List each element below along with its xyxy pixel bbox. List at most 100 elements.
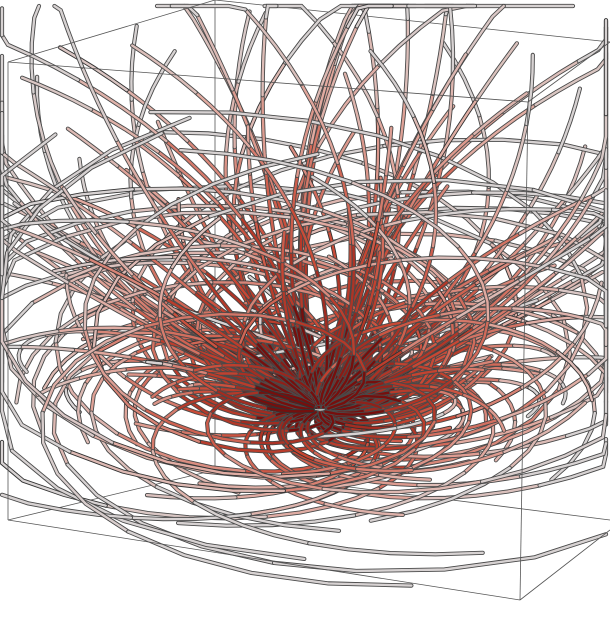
streamline [435,389,457,401]
streamline [515,235,559,260]
streamline [503,401,587,453]
streamline [156,209,206,279]
streamline [67,244,221,280]
streamline [452,318,490,381]
streamline [327,368,366,410]
streamline [149,110,442,158]
streamline [411,369,441,377]
streamline [502,367,541,376]
streamline [281,260,285,292]
streamline [401,316,459,352]
streamline [0,201,12,228]
streamline [327,391,358,407]
streamline [321,410,335,435]
streamline [365,215,401,262]
streamline [247,145,292,208]
bounding-box-front [7,0,610,601]
streamline [329,129,356,176]
streamline [525,53,534,126]
streamline [505,122,528,192]
streamline [343,72,362,131]
streamline [549,267,608,328]
streamline [127,530,413,587]
streamline [132,327,209,343]
streamline [0,151,67,198]
streamline [456,386,524,418]
streamline [196,291,221,310]
streamline [158,315,179,361]
streamline [181,351,210,366]
streamline-outline [0,439,108,508]
streamline [368,277,378,306]
streamline [190,390,219,394]
streamline [302,117,323,214]
streamline [352,471,466,517]
streamline [171,217,221,269]
streamline [418,389,548,448]
streamline [282,288,289,320]
streamline [310,56,336,145]
streamline [551,270,604,301]
box-edge [519,101,529,601]
streamline [17,349,28,373]
streamline [439,155,583,277]
streamline [315,379,323,396]
streamline [340,310,358,357]
streamline [519,236,593,282]
streamline [479,434,569,455]
streamline [209,178,535,218]
streamline [158,266,174,318]
streamline [308,542,484,556]
streamline [237,341,258,390]
streamline [314,458,359,471]
streamline [331,39,379,118]
streamlines [0,3,609,588]
streamline [10,449,306,561]
streamline [245,364,274,372]
streamline [193,364,222,372]
streamline [143,408,250,444]
streamline [247,432,324,445]
streamline [123,366,176,371]
streamline [224,454,325,491]
streamline [487,323,559,354]
streamline [405,388,560,469]
box-edge [7,469,216,521]
streamline [53,4,84,68]
streamline [64,387,81,414]
streamline [415,484,541,500]
streamline [130,24,138,101]
streamline [86,257,167,300]
streamline [474,188,509,253]
streamline [232,152,244,246]
streamline [346,4,393,28]
streamline [402,107,435,167]
streamline [264,4,278,19]
streamline [522,208,562,268]
box-edge [7,519,521,601]
streamline [557,87,582,154]
streamline [110,441,330,478]
streamline [397,258,411,305]
streamline [431,13,448,96]
streamline [320,25,359,120]
streamline [201,144,386,210]
streamline [196,14,234,91]
streamline [436,282,478,312]
streamline [80,65,118,142]
streamline [129,513,251,521]
streamline [56,326,135,333]
streamline [248,246,331,298]
streamline [32,91,62,186]
streamline [512,344,544,352]
box-edge [519,529,610,601]
streamline [41,325,144,414]
streamline [437,367,464,372]
streamline [288,444,317,461]
streamline [154,374,186,380]
streamline [355,264,370,313]
streamline [521,341,576,389]
streamline [355,401,385,411]
streamline [318,445,341,459]
streamline [137,50,176,127]
